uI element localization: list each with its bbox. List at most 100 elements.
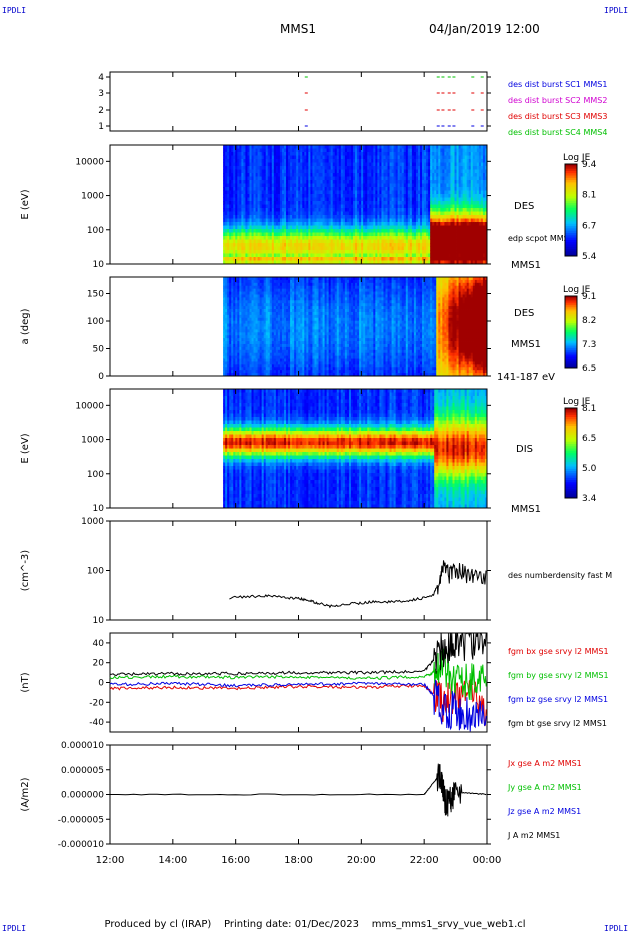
des-energy-cell	[484, 218, 488, 223]
des-energy-cell	[466, 180, 470, 184]
des-energy-cell	[243, 173, 246, 177]
des-energy-cell	[296, 236, 299, 240]
des-energy-cell	[233, 201, 236, 205]
des-energy-cell	[304, 208, 307, 212]
des-energy-cell	[379, 232, 382, 237]
des-pitch-cell	[239, 306, 242, 310]
des-pitch-cell	[233, 288, 236, 292]
des-energy-cell	[310, 152, 313, 156]
des-energy-cell	[417, 194, 421, 198]
des-pitch-cell	[245, 303, 248, 307]
des-energy-cell	[273, 145, 277, 149]
des-energy-cell	[267, 218, 271, 223]
des-energy-cell	[269, 162, 273, 167]
des-energy-cell	[371, 211, 374, 216]
des-energy-cell	[251, 145, 254, 149]
des-energy-cell	[324, 257, 328, 261]
des-energy-cell	[237, 204, 240, 209]
des-energy-cell	[432, 246, 435, 251]
des-pitch-cell	[243, 346, 246, 351]
des-energy-cell	[348, 159, 352, 163]
des-energy-cell	[346, 225, 350, 230]
des-energy-cell	[436, 243, 439, 247]
des-energy-cell	[346, 236, 350, 240]
des-energy-cell	[454, 257, 457, 261]
des-energy-cell	[346, 253, 350, 258]
des-energy-cell	[430, 180, 433, 184]
des-energy-cell	[353, 197, 356, 202]
des-energy-cell	[389, 145, 392, 149]
des-energy-cell	[393, 152, 397, 156]
des-energy-cell	[277, 187, 281, 191]
des-energy-cell	[476, 211, 480, 216]
des-pitch-cell	[227, 297, 230, 301]
des-energy-colorbar-cell	[565, 214, 577, 218]
des-pitch-cell	[223, 288, 226, 292]
des-energy-cell	[407, 169, 411, 174]
des-energy-cell	[330, 197, 334, 202]
des-energy-cell	[401, 197, 405, 202]
des-energy-cell	[229, 148, 232, 153]
des-energy-cell	[257, 173, 261, 177]
des-energy-cell	[365, 243, 368, 247]
des-energy-cell	[383, 243, 386, 247]
des-energy-cell	[389, 176, 392, 181]
des-energy-cell	[399, 152, 403, 156]
des-energy-cell	[255, 162, 259, 167]
des-energy-cell	[365, 201, 368, 205]
des-energy-cell	[302, 162, 305, 167]
des-energy-cell	[357, 187, 360, 191]
des-energy-cell	[460, 257, 464, 261]
des-energy-cell	[456, 229, 459, 233]
des-energy-cell	[466, 190, 470, 195]
des-pitch-cell	[239, 352, 242, 357]
des-pitch-cell	[227, 343, 230, 348]
des-energy-cell	[409, 236, 413, 240]
des-energy-cell	[448, 257, 451, 261]
des-energy-cell	[304, 155, 307, 160]
des-energy-cell	[290, 197, 293, 202]
des-pitch-cell	[245, 346, 248, 351]
des-energy-cell	[466, 162, 470, 167]
des-pitch-cell	[241, 329, 244, 333]
des-energy-cell	[484, 197, 488, 202]
des-energy-cell	[484, 176, 488, 181]
des-energy-cell	[442, 162, 445, 167]
des-energy-cell	[430, 148, 433, 153]
des-energy-cell	[243, 243, 246, 247]
des-energy-cell	[279, 222, 283, 226]
des-energy-cell	[257, 229, 261, 233]
des-energy-cell	[377, 204, 380, 209]
des-energy-cell	[336, 159, 340, 163]
des-energy-cell	[458, 176, 462, 181]
des-energy-cell	[424, 145, 427, 149]
des-energy-cell	[413, 260, 417, 265]
des-energy-cell	[237, 187, 240, 191]
des-energy-cell	[379, 211, 382, 216]
des-energy-cell	[462, 208, 466, 212]
des-energy-cell	[322, 148, 325, 153]
des-energy-cell	[462, 194, 466, 198]
des-energy-cell	[288, 190, 291, 195]
des-energy-cell	[247, 236, 250, 240]
des-energy-cell	[464, 229, 468, 233]
des-energy-cell	[361, 155, 364, 160]
des-energy-cell	[381, 173, 384, 177]
des-energy-cell	[245, 246, 248, 251]
des-energy-cell	[261, 239, 265, 244]
des-energy-cell	[438, 229, 441, 233]
des-energy-side-label: edp scpot MMS1	[508, 234, 574, 243]
des-energy-cell	[422, 145, 425, 149]
des-energy-cell	[482, 211, 486, 216]
des-energy-cell	[267, 250, 271, 254]
des-energy-cell	[261, 180, 265, 184]
des-energy-cell	[383, 180, 386, 184]
des-pitch-cell	[227, 282, 230, 287]
des-energy-cell	[391, 166, 395, 170]
des-energy-cell	[255, 260, 259, 265]
des-energy-cell	[350, 218, 354, 223]
des-energy-cell	[448, 204, 451, 209]
des-pitch-cell	[225, 306, 228, 310]
des-energy-cell	[292, 204, 295, 209]
des-energy-cell	[438, 201, 441, 205]
